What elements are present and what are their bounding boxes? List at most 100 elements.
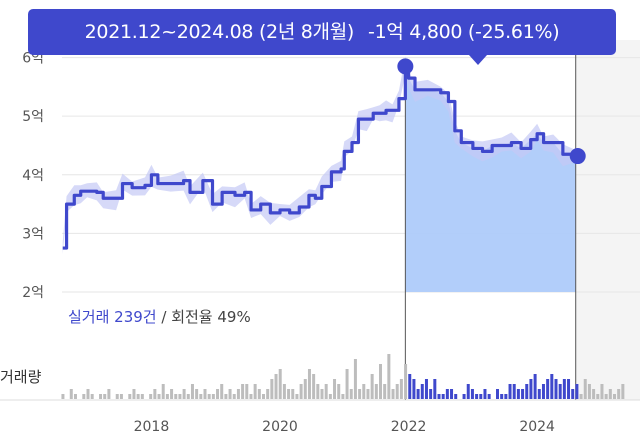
volume-bar xyxy=(220,384,224,399)
volume-bar xyxy=(583,379,587,399)
volume-bar xyxy=(287,389,291,399)
volume-bar xyxy=(61,394,65,399)
volume-bar xyxy=(366,389,370,399)
volume-bar xyxy=(153,389,157,399)
volume-bar xyxy=(241,384,245,399)
volume-label: 거래량 xyxy=(0,368,42,386)
turnover-rate: / 회전율 49% xyxy=(156,308,251,326)
transaction-stats: 실거래 239건 / 회전율 49% xyxy=(68,306,251,327)
volume-bar xyxy=(399,379,403,399)
volume-bar xyxy=(525,384,529,399)
volume-bar xyxy=(299,384,303,399)
volume-bar xyxy=(592,389,596,399)
volume-bar xyxy=(132,389,136,399)
volume-bar xyxy=(500,394,504,399)
volume-bar xyxy=(441,394,445,399)
volume-bar xyxy=(115,394,119,399)
volume-bar xyxy=(353,359,357,399)
volume-bar xyxy=(337,384,341,399)
volume-bar xyxy=(82,394,86,399)
volume-bar xyxy=(550,374,554,399)
tooltip-pointer xyxy=(469,55,487,65)
volume-bar xyxy=(320,389,324,399)
volume-bar xyxy=(207,394,211,399)
volume-bar xyxy=(420,384,424,399)
volume-bar xyxy=(395,384,399,399)
x-axis-labels: 2018 2020 2022 2024 xyxy=(134,419,555,435)
volume-bar xyxy=(349,389,353,399)
volume-bar xyxy=(199,394,203,399)
volume-bar xyxy=(328,394,332,399)
x-tick-label: 2024 xyxy=(519,419,555,435)
y-tick-label: 3억 xyxy=(22,226,44,242)
volume-bar xyxy=(195,389,199,399)
volume-bar xyxy=(575,384,579,399)
volume-bar xyxy=(149,394,153,399)
volume-bar xyxy=(379,364,382,399)
volume-bar xyxy=(270,379,274,399)
selected-period-area xyxy=(405,66,576,292)
volume-bar xyxy=(546,379,550,399)
volume-bar xyxy=(69,389,73,399)
volume-bar xyxy=(374,384,378,399)
volume-bar xyxy=(496,389,499,399)
volume-bar xyxy=(504,394,508,399)
volume-bar xyxy=(470,389,474,399)
volume-bar xyxy=(211,394,215,399)
volume-bar xyxy=(608,389,612,399)
volume-bar xyxy=(387,354,391,399)
volume-bar xyxy=(562,379,566,399)
volume-bar xyxy=(521,389,525,399)
volume-bar xyxy=(249,394,253,399)
volume-bar xyxy=(128,394,132,399)
volume-bar xyxy=(228,389,232,399)
volume-bar xyxy=(487,394,491,399)
volume-bar xyxy=(170,389,174,399)
x-tick-label: 2022 xyxy=(391,419,427,435)
volume-bar xyxy=(232,394,236,399)
volume-bar xyxy=(437,394,441,399)
volume-bar xyxy=(600,384,604,399)
period-tooltip: 2021.12~2024.08 (2년 8개월) -1억 4,800 (-25.6… xyxy=(28,9,616,65)
volume-bar xyxy=(253,384,257,399)
price-range-band xyxy=(62,56,576,255)
volume-bar xyxy=(512,384,516,399)
volume-bar xyxy=(103,394,107,399)
volume-bar xyxy=(508,384,512,399)
volume-bar xyxy=(529,379,533,399)
volume-bar xyxy=(533,374,537,399)
volume-bar xyxy=(604,394,608,399)
volume-bar xyxy=(278,369,282,399)
volume-bar xyxy=(174,394,178,399)
volume-bar xyxy=(303,379,307,399)
x-tick-label: 2020 xyxy=(262,419,298,435)
volume-bar xyxy=(291,389,295,399)
volume-bar xyxy=(90,394,94,399)
volume-bar xyxy=(554,379,558,399)
volume-bar xyxy=(404,364,408,399)
future-region xyxy=(575,40,640,400)
volume-bar xyxy=(316,384,320,399)
volume-bar xyxy=(483,389,487,399)
volume-bar xyxy=(408,374,412,399)
volume-bar xyxy=(621,384,625,399)
volume-bar xyxy=(450,389,454,399)
volume-bar xyxy=(157,394,161,399)
volume-bar xyxy=(571,389,575,399)
volume-bar xyxy=(203,389,207,399)
volume-bar xyxy=(282,384,286,399)
volume-bar xyxy=(445,389,449,399)
volume-bar xyxy=(295,394,299,399)
volume-bar xyxy=(274,374,278,399)
volume-bar xyxy=(140,394,144,399)
volume-bar xyxy=(466,384,470,399)
start-marker xyxy=(397,58,414,75)
volume-bar xyxy=(312,374,316,399)
volume-bar xyxy=(479,394,483,399)
volume-bar xyxy=(617,389,621,399)
volume-bar xyxy=(119,394,123,399)
volume-bar xyxy=(613,394,616,399)
volume-bar xyxy=(245,384,249,399)
volume-bar xyxy=(186,394,190,399)
